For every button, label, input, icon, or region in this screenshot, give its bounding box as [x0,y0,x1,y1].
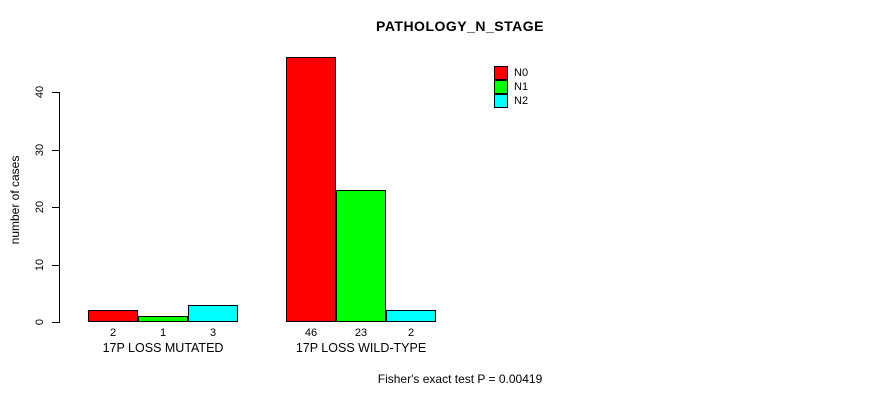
bar-n1-1 [138,316,188,322]
legend-item-n2: N2 [494,94,528,108]
y-tick-label: 20 [34,200,46,214]
y-axis-tick [52,207,59,208]
y-tick-label: 40 [34,85,46,99]
y-tick-label: 30 [34,143,46,156]
x-category-label: 17P LOSS MUTATED [102,341,224,355]
bar-value-label: 2 [109,327,117,339]
bar-n1-2 [336,190,386,322]
legend-swatch-n1 [494,80,508,94]
legend-item-n0: N0 [494,66,528,80]
legend-label-n2: N2 [514,94,529,107]
legend-swatch-n0 [494,66,508,80]
annotation-fisher-test: Fisher's exact test P = 0.00419 [377,372,543,386]
y-axis-tick [52,92,59,93]
y-tick-label: 10 [34,258,46,271]
bar-value-label: 46 [304,327,318,339]
bar-n2-2 [386,310,436,322]
bar-value-label: 23 [354,327,368,339]
bar-n0-2 [286,57,336,322]
x-category-label: 17P LOSS WILD-TYPE [295,341,427,355]
legend-swatch-n2 [494,94,508,108]
chart-title: PATHOLOGY_N_STAGE [376,18,544,34]
bar-value-label: 1 [159,327,167,339]
bar-value-label: 2 [407,327,415,339]
legend-label-n1: N1 [514,80,529,93]
legend-item-n1: N1 [494,80,528,94]
y-axis-line [59,92,60,323]
legend-label-n0: N0 [514,66,529,79]
y-axis-tick [52,264,59,266]
y-axis-tick [52,149,59,151]
legend: N0 N1 N2 [494,66,528,108]
bar-n0-1 [88,310,138,322]
y-tick-label: 0 [34,318,46,326]
bar-value-label: 3 [209,327,217,339]
y-axis-tick [52,322,59,323]
bar-n2-1 [188,305,238,322]
